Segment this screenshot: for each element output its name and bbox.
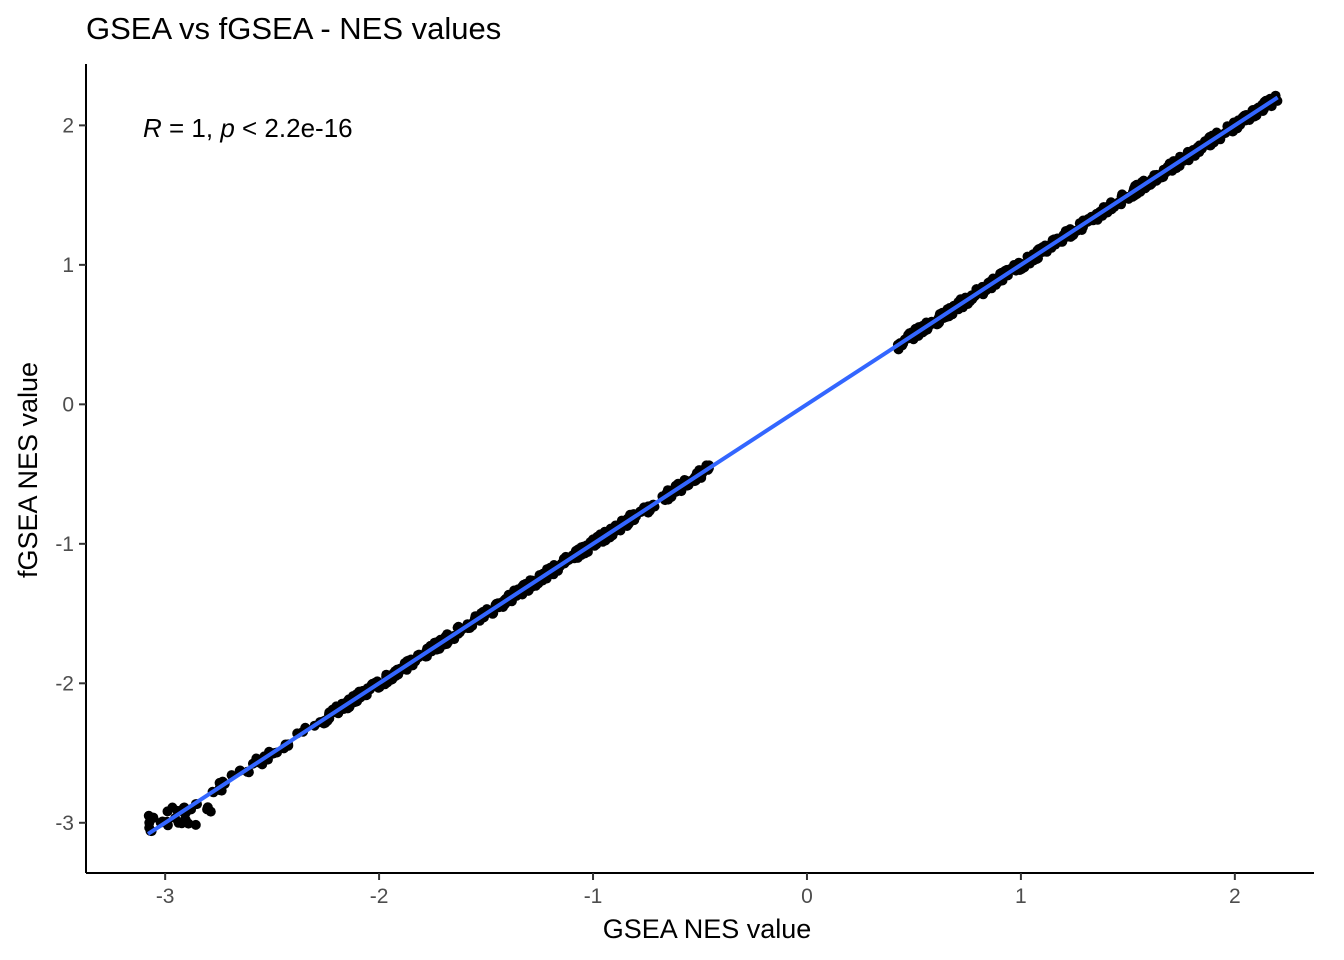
data-point	[202, 804, 213, 815]
y-tick-label: -1	[55, 533, 74, 556]
y-axis-ticks: -3 -2 -1 0 1 2	[55, 114, 86, 835]
y-axis-title: fGSEA NES value	[13, 362, 43, 578]
p-symbol: p	[219, 113, 234, 143]
y-tick-label: 1	[62, 254, 74, 277]
r-symbol: R	[143, 113, 162, 143]
x-tick-label: 0	[801, 885, 813, 908]
chart-title: GSEA vs fGSEA - NES values	[86, 11, 501, 46]
x-tick-label: 1	[1015, 885, 1027, 908]
data-point	[176, 818, 187, 829]
r-value: = 1,	[162, 113, 221, 143]
x-tick-label: 2	[1229, 885, 1241, 908]
y-tick-label: -2	[55, 672, 74, 695]
data-point	[167, 802, 178, 813]
regression-line	[146, 95, 1279, 836]
x-axis-title: GSEA NES value	[603, 914, 812, 944]
x-tick-label: -1	[584, 885, 603, 908]
y-tick-label: -3	[55, 812, 74, 835]
correlation-annotation: R = 1, p < 2.2e-16	[143, 113, 353, 143]
x-tick-label: -2	[370, 885, 389, 908]
p-value: < 2.2e-16	[235, 113, 353, 143]
x-axis-ticks: -3 -2 -1 0 1 2	[156, 873, 1241, 908]
y-tick-label: 2	[62, 114, 74, 137]
y-tick-label: 0	[62, 393, 74, 416]
x-tick-label: -3	[156, 885, 175, 908]
fit-layer	[146, 95, 1279, 836]
